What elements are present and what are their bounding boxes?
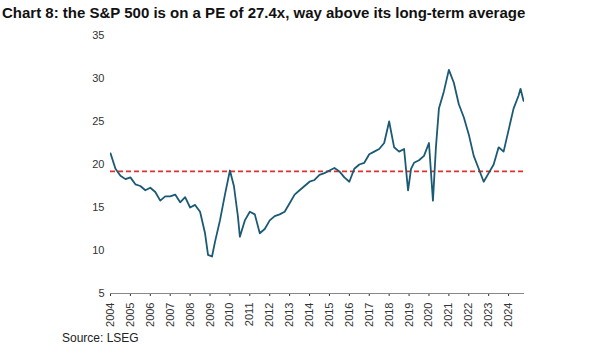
svg-text:2011: 2011 bbox=[243, 303, 255, 327]
html-text:Chart 8: the S&P 500 is on a P: Chart 8: the S&P 500 is on a PE of 27.4x… bbox=[2, 4, 526, 21]
svg-text:2024: 2024 bbox=[502, 303, 514, 327]
svg-text:30: 30 bbox=[92, 72, 104, 84]
svg-text:2009: 2009 bbox=[204, 303, 216, 327]
svg-text:2019: 2019 bbox=[403, 303, 415, 327]
svg-text:35: 35 bbox=[92, 29, 104, 41]
svg-text:2013: 2013 bbox=[283, 303, 295, 327]
svg-text:2004: 2004 bbox=[104, 303, 116, 327]
svg-text:2015: 2015 bbox=[323, 303, 335, 327]
svg-text:2007: 2007 bbox=[164, 303, 176, 327]
svg-text:2018: 2018 bbox=[383, 303, 395, 327]
svg-text:2014: 2014 bbox=[303, 303, 315, 327]
svg-text:2008: 2008 bbox=[184, 303, 196, 327]
svg-text:15: 15 bbox=[92, 201, 104, 213]
svg-text:2006: 2006 bbox=[144, 303, 156, 327]
svg-text:2017: 2017 bbox=[363, 303, 375, 327]
svg-text:2020: 2020 bbox=[422, 303, 434, 327]
svg-text:5: 5 bbox=[98, 287, 104, 299]
svg-text:2021: 2021 bbox=[442, 303, 454, 327]
svg-text:2010: 2010 bbox=[223, 303, 235, 327]
svg-text:10: 10 bbox=[92, 244, 104, 256]
svg-text:2005: 2005 bbox=[124, 303, 136, 327]
svg-text:20: 20 bbox=[92, 158, 104, 170]
html-text:Source: LSEG: Source: LSEG bbox=[62, 331, 139, 345]
svg-text:2012: 2012 bbox=[263, 303, 275, 327]
svg-text:25: 25 bbox=[92, 115, 104, 127]
svg-text:2016: 2016 bbox=[343, 303, 355, 327]
svg-text:2022: 2022 bbox=[462, 303, 474, 327]
svg-text:2023: 2023 bbox=[482, 303, 494, 327]
